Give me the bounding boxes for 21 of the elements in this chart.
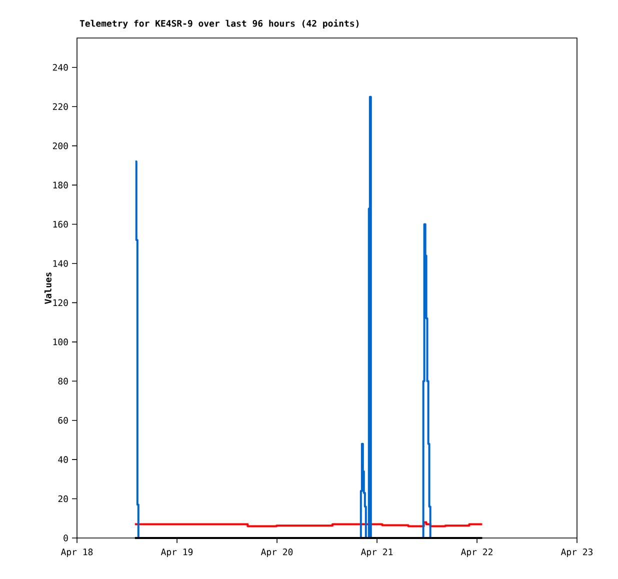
x-tick-label: Apr 20 [260,548,293,558]
x-tick-label: Apr 22 [460,548,492,558]
x-tick-label: Apr 19 [160,548,193,558]
y-tick-label: 200 [52,142,68,150]
y-axis-title: Values [44,272,52,304]
y-tick-label: 160 [53,220,68,228]
chart-title: Telemetry for KE4SR-9 over last 96 hours (42 points) [80,19,359,28]
y-tick-label: 180 [53,182,68,188]
y-tick-label: 140 [53,260,68,267]
y-tick-label: 40 [58,456,68,463]
y-tick-label: 240 [52,64,68,71]
y-tick-label: 220 [52,103,68,110]
y-tick-label: 100 [53,338,68,346]
x-tick-label: Apr 23 [560,548,593,558]
x-tick-label: Apr 21 [360,548,393,558]
y-tick-label: 120 [53,299,68,306]
y-tick-label: 20 [58,495,68,502]
y-tick-label: 0 [64,534,68,542]
x-tick-label: Apr 18 [60,548,93,558]
y-tick-label: 80 [58,378,68,385]
y-tick-label: 60 [58,416,68,424]
